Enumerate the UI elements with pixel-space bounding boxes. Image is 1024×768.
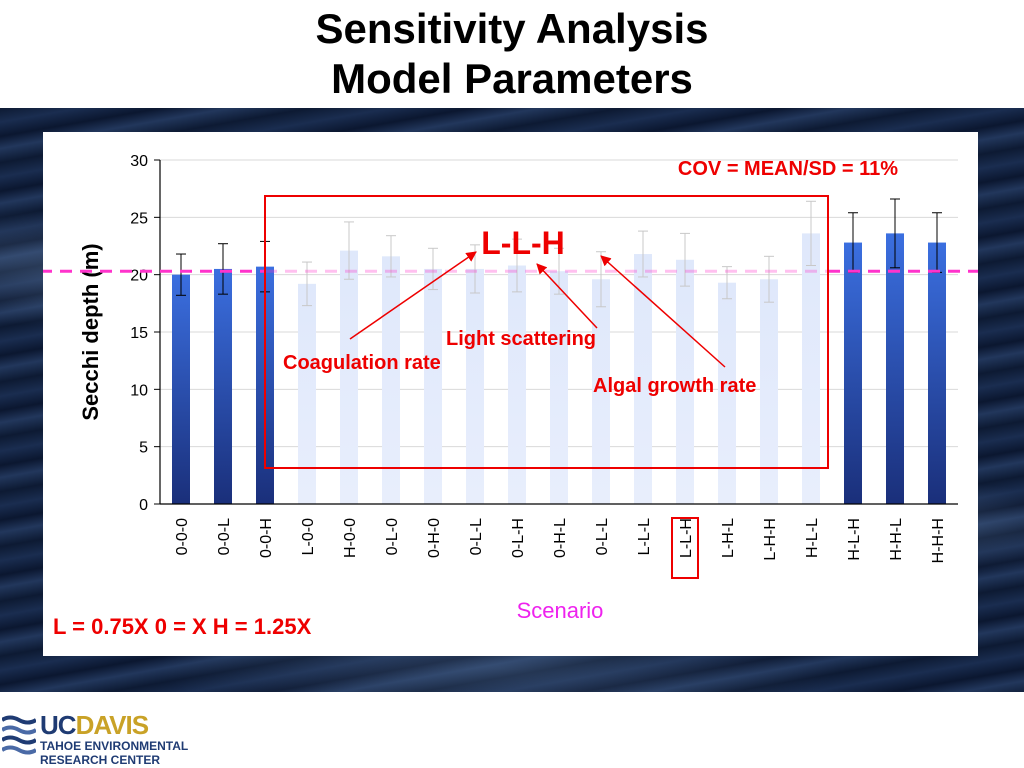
bar bbox=[802, 233, 820, 504]
x-tick-label: 0-0-H bbox=[258, 518, 275, 558]
footer bbox=[0, 692, 1024, 768]
x-tick-label: 0-L-0 bbox=[384, 518, 401, 555]
bar bbox=[340, 250, 358, 504]
x-tick-label: 0-L-H bbox=[510, 518, 527, 558]
x-tick-label: 0-0-0 bbox=[174, 518, 191, 555]
x-tick-label: L-H-H bbox=[762, 518, 779, 561]
bar bbox=[466, 268, 484, 504]
y-tick-label: 5 bbox=[139, 440, 148, 457]
logo-uc: UC bbox=[40, 710, 77, 740]
focus-label: L-L-H bbox=[481, 225, 565, 261]
logo-line-2: RESEARCH CENTER bbox=[40, 753, 161, 767]
coagulation-rate-label: Coagulation rate bbox=[283, 352, 441, 374]
bar bbox=[928, 242, 946, 504]
bar bbox=[844, 242, 862, 504]
bar bbox=[508, 265, 526, 504]
y-tick-label: 25 bbox=[130, 210, 148, 227]
x-tick-label: H-H-L bbox=[888, 518, 905, 561]
bar bbox=[298, 283, 316, 504]
x-tick-label: 0-H-L bbox=[552, 518, 569, 558]
annotations: COV = MEAN/SD = 11% L-L-H Light scattering… bbox=[43, 158, 978, 639]
x-tick-label: L-H-L bbox=[720, 518, 737, 558]
bar bbox=[214, 268, 232, 504]
scenario-legend: L = 0.75X 0 = X H = 1.25X bbox=[53, 614, 312, 639]
algal-growth-rate-label: Algal growth rate bbox=[593, 375, 756, 397]
bar bbox=[760, 279, 778, 504]
y-tick-label: 15 bbox=[130, 325, 148, 342]
x-tick-label: L-L-L bbox=[636, 518, 653, 555]
bar bbox=[424, 268, 442, 504]
x-tick-label: H-L-L bbox=[804, 518, 821, 558]
x-tick-label: L-0-0 bbox=[300, 518, 317, 555]
y-axis-label: Secchi depth (m) bbox=[78, 243, 103, 420]
bar bbox=[676, 259, 694, 504]
x-tick-label: L-L-H bbox=[678, 518, 695, 558]
slide-title: Sensitivity Analysis Model Parameters bbox=[0, 4, 1024, 104]
bar bbox=[550, 271, 568, 504]
arrow-algal-growth bbox=[600, 255, 726, 368]
arrow-coagulation bbox=[349, 251, 477, 340]
x-tick-label: 0-L-L bbox=[594, 518, 611, 555]
bar bbox=[634, 254, 652, 504]
bars bbox=[172, 233, 946, 504]
bar bbox=[382, 256, 400, 504]
y-tick-label: 0 bbox=[139, 497, 148, 514]
x-tick-label: 0-H-0 bbox=[426, 518, 443, 558]
arrow-light-scattering bbox=[536, 263, 598, 329]
logo-wordmark: UCDAVIS bbox=[40, 710, 150, 741]
title-line-2: Model Parameters bbox=[331, 55, 693, 102]
x-axis-label: Scenario bbox=[517, 598, 604, 623]
uc-davis-logo-icon bbox=[2, 715, 36, 755]
bar bbox=[592, 279, 610, 504]
logo-line-1: TAHOE ENVIRONMENTAL bbox=[40, 739, 189, 753]
y-tick-label: 30 bbox=[130, 153, 148, 170]
highlight-tick-box bbox=[671, 517, 699, 579]
x-tick-label: H-L-H bbox=[846, 518, 863, 561]
title-line-1: Sensitivity Analysis bbox=[315, 5, 709, 52]
highlight-box bbox=[264, 195, 829, 469]
bar bbox=[718, 282, 736, 504]
x-tick-label: 0-L-L bbox=[468, 518, 485, 555]
logo-davis: DAVIS bbox=[75, 710, 150, 740]
cov-annotation: COV = MEAN/SD = 11% bbox=[678, 158, 898, 180]
x-tick-label: H-0-0 bbox=[342, 518, 359, 558]
x-tick-label: H-H-H bbox=[930, 518, 947, 563]
y-tick-label: 10 bbox=[130, 382, 148, 399]
x-axis: 0-0-0 0-0-L 0-0-H L-0-0 H-0-0 0-L-0 0-H-0 0-L-L… bbox=[160, 503, 958, 623]
x-tick-label: 0-0-L bbox=[216, 518, 233, 555]
bar bbox=[172, 274, 190, 504]
bar bbox=[886, 233, 904, 504]
light-scattering-label: Light scattering bbox=[446, 328, 596, 350]
